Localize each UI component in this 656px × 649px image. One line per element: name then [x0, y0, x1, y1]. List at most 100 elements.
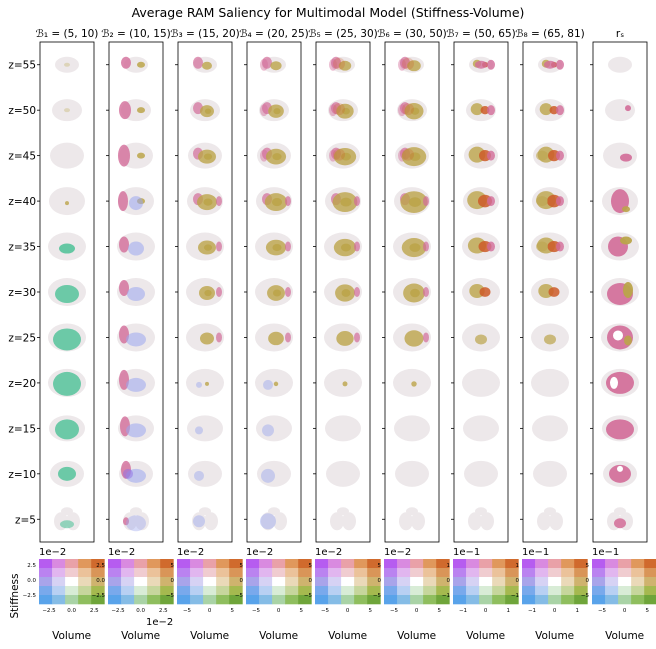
saliency-blob: [623, 282, 633, 298]
legend-cell: [574, 559, 588, 569]
legend-cell: [548, 595, 562, 605]
saliency-blob: [549, 105, 559, 115]
legend-ytick: −2.5: [23, 593, 37, 599]
legend-ytick: 0.0: [96, 578, 105, 584]
legend-cell: [190, 577, 204, 587]
legend-cell: [410, 568, 424, 578]
saliency-blob: [354, 196, 360, 207]
slice-cell: [257, 142, 291, 169]
saliency-blob: [272, 153, 282, 161]
slice-cell: [256, 415, 292, 442]
legend-cell: [315, 559, 329, 569]
legend-cell: [216, 577, 230, 587]
legend-xtick: −5: [183, 608, 192, 614]
legend-cell: [574, 577, 588, 587]
legend-cell: [492, 568, 506, 578]
saliency-blob: [620, 236, 632, 245]
legend-exponent: 1e−2: [108, 547, 135, 558]
saliency-blob: [285, 287, 291, 297]
legend-cell: [354, 586, 368, 596]
saliency-blob: [423, 332, 429, 343]
saliency-blob: [268, 331, 284, 346]
brain-slice: [603, 142, 637, 169]
legend-xtick: 5: [438, 608, 442, 614]
column-B5: ℬ₅ = (25, 30): [308, 28, 378, 543]
legend-cell: [259, 586, 273, 596]
saliency-blob: [126, 515, 146, 532]
slice-cell: [531, 368, 569, 397]
brain-slice: [326, 460, 360, 487]
saliency-blob: [203, 153, 213, 160]
legend-cell: [367, 559, 381, 569]
brain-slice: [406, 507, 418, 516]
legend-ytick: 5: [171, 563, 175, 569]
slice-cell: [531, 323, 569, 352]
legend-cell: [618, 586, 632, 596]
legend-cell: [561, 577, 575, 587]
legend-cell: [298, 568, 312, 578]
brain-slice: [605, 99, 635, 122]
legend-ytick: 0.0: [27, 578, 36, 584]
saliency-blob: [411, 381, 417, 387]
brain-slice: [342, 512, 356, 531]
legend-cell: [522, 595, 536, 605]
saliency-blob: [487, 150, 495, 161]
legend-cell: [65, 577, 79, 587]
legend-cell: [246, 568, 260, 578]
legend-cell: [423, 595, 437, 605]
brain-slice: [462, 368, 500, 397]
legend-cell: [592, 568, 606, 578]
slice-cell: [466, 99, 496, 122]
brain-slice: [549, 512, 563, 531]
brain-slice: [614, 507, 626, 516]
slice-cell: [186, 232, 224, 261]
brain-slice: [130, 507, 142, 516]
legend-cell: [298, 586, 312, 596]
legend-cell: [397, 559, 411, 569]
slice-cell: [324, 232, 362, 261]
slice-cell: [257, 460, 291, 487]
legend-cell: [272, 568, 286, 578]
saliency-blob: [127, 287, 145, 301]
legend-cell: [134, 586, 148, 596]
legend-ytick: 1: [516, 563, 520, 569]
legend-cell: [605, 577, 619, 587]
saliency-blob: [410, 288, 420, 298]
legend-cell: [397, 577, 411, 587]
legend-xtick: 0: [623, 608, 627, 614]
legend-cell: [479, 577, 493, 587]
legend-cell: [177, 595, 191, 605]
legend-cell: [410, 577, 424, 587]
legend-cell: [285, 568, 299, 578]
slice-cell: [324, 368, 362, 397]
legend-cell: [160, 559, 174, 569]
column-header: ℬ₆ = (30, 50): [377, 28, 447, 40]
column-header: ℬ₅ = (25, 30): [308, 28, 378, 40]
saliency-blob: [271, 198, 283, 207]
legend-cell: [548, 577, 562, 587]
legend-cell: [39, 586, 53, 596]
legend-cell: [272, 586, 286, 596]
legend-cell: [328, 577, 342, 587]
legend-xtick: 0: [415, 608, 419, 614]
slice-cell: [601, 278, 639, 306]
slice-cell: [260, 507, 287, 531]
saliency-blob: [333, 57, 345, 70]
legend-xtick: 0: [484, 608, 488, 614]
saliency-blob: [60, 520, 74, 529]
legend-cell: [78, 586, 92, 596]
saliency-blob: [58, 466, 76, 481]
legend-xtick: −1: [459, 608, 467, 614]
slice-cell: [462, 323, 500, 352]
slice-cell: [397, 99, 427, 122]
legend-cell: [177, 559, 191, 569]
saliency-blob: [272, 244, 282, 252]
slice-cell: [186, 278, 224, 306]
slice-cell: [187, 187, 223, 216]
slice-cell: [190, 99, 220, 122]
legend-cell: [298, 559, 312, 569]
saliency-blob: [55, 419, 79, 440]
legend-cell: [328, 595, 342, 605]
legend-ytick: 0: [516, 578, 520, 584]
legend-xtick: 5: [646, 608, 650, 614]
